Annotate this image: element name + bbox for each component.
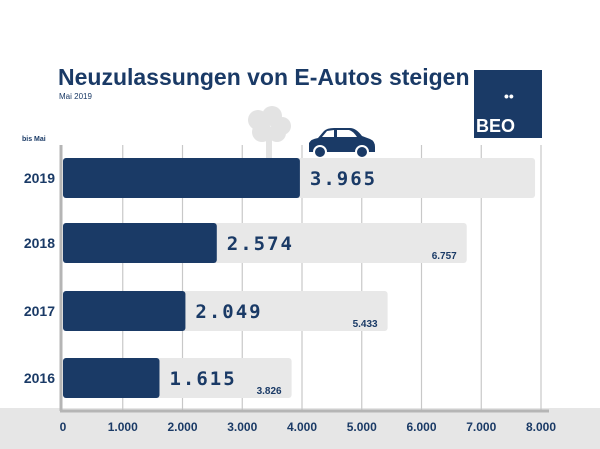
current-bar (63, 223, 217, 263)
x-tick-label: 4.000 (287, 420, 317, 434)
page-subtitle: Mai 2019 (59, 92, 92, 101)
x-tick-label: 5.000 (347, 420, 377, 434)
car-icon (309, 128, 375, 159)
logo-text: BEO (476, 116, 516, 136)
x-tick-label: 7.000 (466, 420, 496, 434)
x-tick-label: 2.000 (167, 420, 197, 434)
x-tick-label: 3.000 (227, 420, 257, 434)
value-label: 3.965 (310, 168, 377, 190)
current-bar (63, 158, 300, 198)
current-bar (63, 291, 186, 331)
x-tick-label: 8.000 (526, 420, 556, 434)
tree-icon (248, 106, 291, 158)
value-label: 2.049 (195, 301, 262, 323)
x-axis: 0 1.000 2.000 3.000 4.000 5.000 6.000 7.000 8.00… (60, 420, 557, 434)
x-tick-label: 1.000 (108, 420, 138, 434)
category-label: 2016 (24, 370, 55, 386)
category-axis-label: bis Mai (22, 136, 46, 143)
x-tick-label: 0 (60, 420, 67, 434)
current-bar (63, 358, 160, 398)
value-label: 1.615 (169, 368, 236, 390)
total-label: 6.757 (432, 251, 457, 262)
category-label: 2017 (24, 303, 55, 319)
category-label: 2018 (24, 235, 55, 251)
beo-logo: •• BEO (474, 70, 542, 138)
total-label: 3.826 (257, 386, 282, 397)
x-tick-label: 6.000 (406, 420, 436, 434)
bars: 2019 3.965 2018 2.574 6.757 2017 2.049 5.433 201… (24, 158, 536, 398)
axis-band (0, 408, 600, 449)
value-label: 2.574 (227, 233, 294, 255)
total-label: 5.433 (353, 319, 378, 330)
logo-dots: •• (504, 88, 514, 104)
page-title: Neuzulassungen von E-Autos steigen (58, 64, 470, 90)
category-label: 2019 (24, 170, 55, 186)
